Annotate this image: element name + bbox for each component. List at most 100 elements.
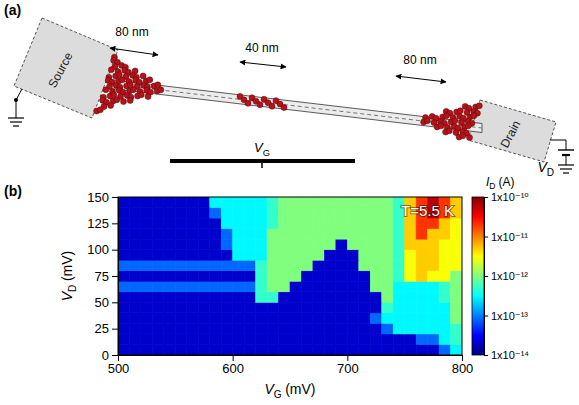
heatmap-cell — [416, 292, 427, 303]
heatmap-cell — [233, 229, 244, 240]
heatmap-cell — [233, 250, 244, 261]
heatmap-cell — [187, 239, 198, 250]
heatmap-cell — [405, 302, 416, 313]
heatmap-cell — [164, 239, 175, 250]
heatmap-cell — [279, 208, 290, 219]
nanoparticle — [257, 102, 263, 108]
heatmap-cell — [393, 218, 404, 229]
heatmap-cell — [210, 344, 221, 355]
heatmap-cell — [175, 313, 186, 324]
heatmap-cell — [210, 250, 221, 261]
heatmap-cell — [118, 281, 129, 292]
heatmap-cell — [428, 229, 439, 240]
heatmap-cell — [347, 239, 358, 250]
heatmap-cell — [405, 313, 416, 324]
heatmap-cell — [233, 271, 244, 282]
tick: 100 — [87, 242, 118, 257]
heatmap-cell — [256, 334, 267, 345]
dimension-arrow — [396, 76, 446, 82]
heatmap-cell — [405, 260, 416, 271]
heatmap-cell — [221, 281, 232, 292]
heatmap-cell — [164, 260, 175, 271]
heatmap-cell — [313, 260, 324, 271]
heatmap-cell — [336, 218, 347, 229]
heatmap-cell — [279, 313, 290, 324]
nanoparticle — [443, 113, 449, 119]
heatmap-cell — [416, 334, 427, 345]
heatmap-cell — [129, 239, 140, 250]
nanoparticle — [114, 97, 120, 103]
tick-label: 700 — [337, 361, 359, 376]
heatmap-cell — [164, 271, 175, 282]
contact-dot — [14, 98, 18, 102]
heatmap-cell — [221, 302, 232, 313]
heatmap-cell — [187, 323, 198, 334]
heatmap-cell — [164, 302, 175, 313]
heatmap-cell — [393, 302, 404, 313]
heatmap-cell — [347, 292, 358, 303]
heatmap-cell — [187, 313, 198, 324]
heatmap-cell — [428, 239, 439, 250]
heatmap-cell — [382, 229, 393, 240]
unit: (mV) — [285, 381, 315, 397]
heatmap-cell — [290, 260, 301, 271]
heatmap-cell — [301, 313, 312, 324]
unit: (mV) — [59, 251, 75, 281]
heatmap-cell — [279, 250, 290, 261]
heatmap-cell — [451, 260, 462, 271]
heatmap-cell — [416, 271, 427, 282]
heatmap-cell — [279, 218, 290, 229]
heatmap-cell — [428, 218, 439, 229]
heatmap-cell — [256, 344, 267, 355]
heatmap-cell — [290, 344, 301, 355]
heatmap-cell — [164, 250, 175, 261]
heatmap-cell — [175, 281, 186, 292]
heatmap-cell — [210, 271, 221, 282]
heatmap-cell — [313, 334, 324, 345]
nanowire — [110, 80, 482, 133]
subscript: G — [274, 389, 282, 400]
heatmap-cell — [324, 218, 335, 229]
heatmap-cell — [290, 271, 301, 282]
ground-symbol — [13, 125, 19, 126]
heatmap-cell — [359, 334, 370, 345]
heatmap-cell — [187, 334, 198, 345]
nanoparticle — [130, 87, 136, 93]
tick: 1x10⁻¹³ — [484, 310, 528, 322]
heatmap-cell — [382, 218, 393, 229]
heatmap-cell — [428, 281, 439, 292]
tick-label: 1x10⁻¹¹ — [491, 231, 528, 243]
heatmap-cell — [370, 302, 381, 313]
heatmap-cell — [336, 292, 347, 303]
heatmap-cell — [382, 313, 393, 324]
x-axis-title: VG(mV) — [264, 381, 315, 400]
heatmap-cell — [152, 218, 163, 229]
nanoparticle — [438, 123, 444, 129]
heatmap-cell — [336, 334, 347, 345]
tick-mark — [112, 302, 118, 303]
heatmap-cell — [301, 302, 312, 313]
heatmap-cell — [290, 323, 301, 334]
heatmap-cell — [164, 229, 175, 240]
heatmap-cell — [152, 292, 163, 303]
heatmap-cell — [279, 260, 290, 271]
tick: 500 — [108, 355, 130, 376]
nanoparticles — [94, 54, 483, 140]
tick-label: 500 — [108, 361, 130, 376]
heatmap-cell — [221, 197, 232, 208]
heatmap-cell — [256, 302, 267, 313]
heatmap-cell — [451, 239, 462, 250]
heatmap-cell — [267, 250, 278, 261]
gate-lead — [261, 161, 263, 168]
heatmap-cell — [382, 271, 393, 282]
heatmap-cell — [175, 271, 186, 282]
heatmap-cell — [382, 344, 393, 355]
heatmap-cell — [359, 271, 370, 282]
heatmap-cell — [129, 334, 140, 345]
heatmap-cell — [393, 292, 404, 303]
heatmap-cell — [175, 197, 186, 208]
heatmap-cell — [187, 250, 198, 261]
heatmap-cell — [175, 250, 186, 261]
heatmap-cell — [152, 239, 163, 250]
heatmap-cell — [244, 292, 255, 303]
